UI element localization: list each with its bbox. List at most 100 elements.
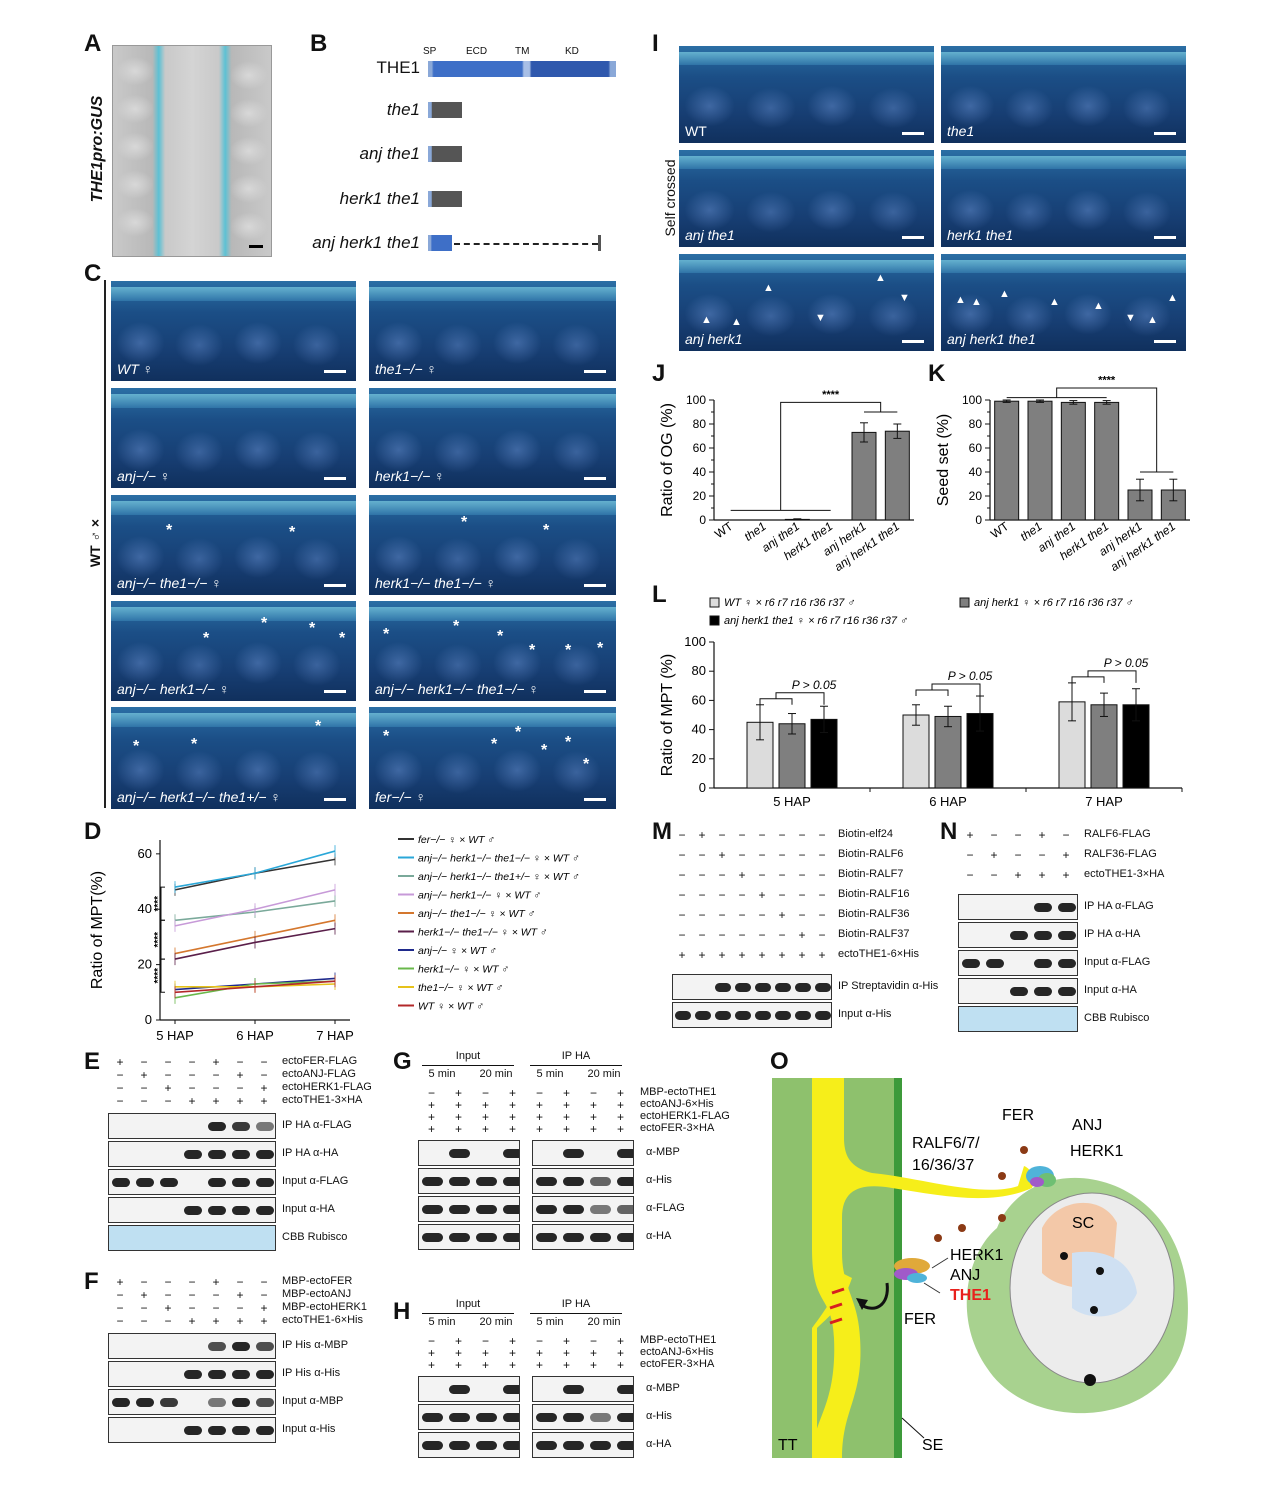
time-header: 20 min — [479, 1316, 513, 1328]
bar — [884, 430, 910, 521]
scale-bar — [324, 370, 346, 373]
y-tick-label: 100 — [684, 634, 706, 649]
blot-band — [503, 1177, 519, 1186]
lane-sign: + — [616, 1334, 624, 1348]
micrograph-label: anj−/− herk1−/− ♀ — [117, 681, 230, 697]
micrograph-i4: herk1 the1 — [940, 149, 1187, 248]
blot-band — [449, 1177, 470, 1186]
blot-band — [563, 1177, 584, 1186]
group-header: Input — [455, 1050, 481, 1062]
y-tick-label: 60 — [693, 441, 707, 455]
blot-band — [1033, 959, 1053, 968]
blot-band — [1033, 903, 1053, 912]
lane-sign: + — [562, 1334, 570, 1348]
blot-label: CBB Rubisco — [282, 1231, 348, 1243]
treatment-label: ectoFER-3×HA — [640, 1358, 715, 1370]
significance-bracket — [160, 958, 165, 993]
lane-sign: − — [818, 908, 826, 922]
lane-sign: − — [164, 1068, 172, 1082]
annotation: P > 0.05 — [1104, 656, 1149, 670]
treatment-label: ectoFER-FLAG — [282, 1055, 358, 1067]
legend-label: the1−/− ♀ × WT ♂ — [418, 982, 504, 994]
blot-strip — [418, 1404, 520, 1430]
treatment-label: MBP-ectoTHE1 — [640, 1334, 717, 1346]
lane-sign: + — [535, 1122, 543, 1136]
lane-sign: + — [562, 1346, 570, 1360]
chart-d-line: 0 20 40 60 5 HAP 6 HAP 7 HAP Ratio of MPT(%) ***… — [89, 834, 580, 1043]
significance-bracket — [780, 401, 882, 511]
scale-bar — [584, 690, 606, 693]
arrowhead-marker: ▲ — [1147, 314, 1158, 326]
ralf-peptide — [958, 1224, 966, 1232]
panel-b-domain-tm: TM — [515, 46, 530, 57]
blot-band — [422, 1413, 443, 1422]
panel-letter-i: I — [652, 30, 659, 57]
lane-sign: − — [1062, 828, 1070, 842]
treatment-label: ectoFER-3×HA — [640, 1122, 715, 1134]
bar — [994, 400, 1020, 521]
blot-label: Input α-His — [282, 1423, 336, 1435]
diagram-label: TT — [778, 1437, 798, 1454]
group-rule — [422, 1065, 514, 1066]
x-tick-label: WT — [712, 519, 736, 542]
arrowhead-marker: ▲ — [1167, 292, 1178, 304]
blot-band — [563, 1441, 584, 1450]
lane-sign: − — [678, 908, 686, 922]
lane-sign: + — [758, 888, 766, 902]
blot-band — [1033, 931, 1053, 940]
treatment-label: Biotin-RALF36 — [838, 908, 910, 920]
lane-sign: − — [698, 888, 706, 902]
x-tick-label: 6 HAP — [236, 1028, 274, 1043]
blot-band — [715, 983, 731, 992]
lane-sign: − — [260, 1055, 268, 1069]
lane-sign: + — [616, 1122, 624, 1136]
significance-label: **** — [153, 896, 164, 912]
signal-ray — [829, 1317, 843, 1325]
nucleus — [1096, 1267, 1104, 1275]
lane-sign: + — [481, 1110, 489, 1124]
y-tick-label: 60 — [138, 846, 152, 861]
leader-line — [931, 1257, 949, 1269]
arrowhead-marker: ▲ — [1093, 300, 1104, 312]
treatment-label: ectoANJ-6×His — [640, 1346, 714, 1358]
micrograph-i3: anj the1 — [678, 149, 935, 248]
lane-sign: − — [116, 1081, 124, 1095]
lane-sign: + — [427, 1358, 435, 1372]
lane-sign: − — [140, 1094, 148, 1108]
panel-letter-k: K — [928, 360, 946, 387]
blot-band — [695, 1011, 711, 1020]
blot-label: α-His — [646, 1410, 672, 1422]
legend-label: herk1−/− ♀ × WT ♂ — [418, 964, 509, 976]
blot-band — [795, 1011, 811, 1020]
lane-sign: + — [188, 1314, 196, 1328]
blot-band — [617, 1413, 633, 1422]
blot-strip — [108, 1141, 276, 1167]
panel-a-title: THE1pro:GUS — [89, 95, 106, 203]
lane-sign: + — [966, 828, 974, 842]
y-tick-label: 60 — [692, 692, 706, 707]
construct-label: anj herk1 the1 — [312, 233, 420, 252]
lane-sign: + — [454, 1358, 462, 1372]
blot-strip — [532, 1404, 634, 1430]
lane-sign: − — [678, 888, 686, 902]
panel-m-blot: − + − − − − − − Biotin-elf24− − + − − − − − Biotin-RALF6… — [672, 828, 942, 1043]
construct-the1-full — [428, 61, 616, 77]
scale-bar — [324, 690, 346, 693]
construct-label: herk1 the1 — [339, 189, 420, 208]
treatment-label: ectoHERK1-FLAG — [282, 1081, 372, 1093]
micrograph-label: herk1 the1 — [947, 227, 1014, 243]
blot-band — [775, 1011, 791, 1020]
treatment-label: RALF6-FLAG — [1084, 828, 1151, 840]
blot-band — [449, 1149, 470, 1158]
blot-band — [231, 1122, 251, 1131]
blot-band — [183, 1150, 203, 1159]
lane-sign: + — [1038, 828, 1046, 842]
micrograph-label: herk1−/− ♀ — [375, 468, 445, 484]
scale-bar — [1154, 132, 1176, 135]
lane-sign: + — [778, 908, 786, 922]
lane-sign: − — [990, 868, 998, 882]
lane-sign: + — [698, 948, 706, 962]
blot-strip — [418, 1376, 520, 1402]
x-tick-label: WT — [988, 519, 1012, 542]
